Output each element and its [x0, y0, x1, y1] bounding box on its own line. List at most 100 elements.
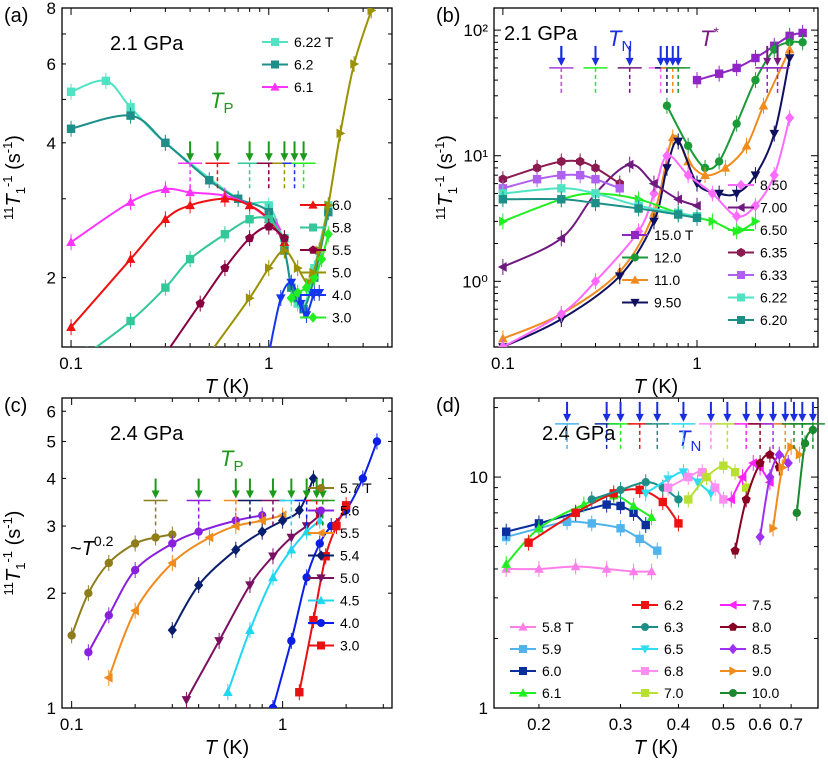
- data-point: [673, 210, 683, 219]
- legend-label: 8.50: [760, 177, 787, 193]
- x-tick-label: 0.2: [527, 715, 551, 734]
- transition-arrow-head: [756, 413, 765, 422]
- x-tick-label: 0.5: [712, 715, 736, 734]
- pressure-annotation: 2.4 GPa: [542, 423, 616, 445]
- data-point: [168, 530, 177, 539]
- data-point: [730, 467, 740, 477]
- data-point: [245, 293, 255, 303]
- legend-marker: [641, 623, 649, 631]
- data-point: [658, 497, 667, 507]
- data-point: [662, 150, 672, 162]
- data-point: [770, 45, 779, 54]
- x-tick-label: 0.1: [491, 354, 515, 373]
- transition-label: TP: [220, 446, 243, 475]
- data-point: [719, 495, 728, 504]
- data-point: [301, 311, 312, 321]
- data-point: [557, 156, 566, 167]
- data-point: [787, 442, 797, 452]
- data-point: [750, 171, 761, 181]
- legend-marker: [309, 223, 317, 232]
- data-point: [367, 8, 377, 16]
- data-point: [674, 519, 683, 528]
- data-point: [648, 178, 658, 189]
- data-point: [692, 478, 703, 488]
- legend-marker: [729, 666, 738, 676]
- legend-label: 8.5: [752, 641, 772, 657]
- legend-marker: [309, 267, 318, 278]
- legend-label: 6.1: [542, 685, 562, 701]
- y-tick-label: 10⁰: [462, 272, 488, 291]
- data-point: [646, 512, 657, 522]
- transition-arrow-head: [245, 490, 254, 499]
- data-point: [649, 188, 659, 199]
- transition-arrow-head: [231, 490, 240, 499]
- legend-marker: [736, 179, 746, 191]
- data-point: [205, 176, 214, 185]
- data-point: [562, 517, 572, 527]
- transition-arrow-head: [563, 413, 572, 422]
- data-point: [635, 485, 644, 495]
- data-point: [103, 672, 113, 683]
- data-point: [673, 137, 684, 147]
- x-axis-label: T (K): [205, 737, 249, 759]
- data-point: [737, 472, 747, 482]
- legend-label: 3.0: [332, 310, 352, 326]
- data-point: [293, 287, 303, 299]
- legend-label: 6.3: [664, 619, 684, 635]
- legend-label: 4.5: [340, 593, 360, 609]
- y-tick-label: 10²: [463, 21, 488, 40]
- x-tick-label: 0.4: [667, 715, 691, 734]
- data-point: [576, 156, 585, 167]
- data-point: [714, 189, 724, 199]
- pressure-annotation: 2.4 GPa: [110, 423, 184, 445]
- data-point: [204, 532, 214, 543]
- data-point: [323, 228, 333, 240]
- series-line: [169, 225, 286, 347]
- data-point: [220, 230, 230, 239]
- data-point: [167, 558, 177, 568]
- legend-marker: [308, 245, 318, 254]
- data-point: [245, 215, 254, 224]
- panel-label: (d): [436, 395, 460, 417]
- data-point: [497, 262, 507, 272]
- data-point: [309, 615, 318, 625]
- data-point: [673, 194, 682, 205]
- legend-marker: [271, 38, 279, 46]
- series-line: [94, 216, 286, 347]
- legend-label: 4.0: [340, 615, 360, 631]
- data-point: [185, 187, 195, 197]
- x-tick-label: 0.1: [60, 715, 84, 734]
- legend-label: 12.0: [654, 250, 681, 266]
- transition-arrow-head: [245, 153, 254, 162]
- data-point: [194, 579, 204, 591]
- data-point: [245, 233, 255, 243]
- transition-arrow-head: [668, 57, 677, 66]
- data-point: [732, 226, 742, 237]
- y-tick-label: 10¹: [463, 147, 488, 166]
- data-point: [125, 196, 136, 206]
- data-point: [649, 217, 659, 227]
- x-tick-label: 0.1: [59, 354, 83, 373]
- data-point: [301, 282, 312, 294]
- transition-arrow-head: [773, 57, 782, 66]
- legend-marker: [737, 293, 745, 302]
- data-point: [726, 494, 736, 505]
- legend-marker: [317, 619, 325, 627]
- legend-label: 5.5: [340, 525, 360, 541]
- x-axis-label: T (K): [634, 737, 678, 759]
- legend-label: 6.22 T: [294, 34, 334, 50]
- data-point: [634, 204, 643, 213]
- y-tick-label: 4: [47, 469, 56, 488]
- data-point: [635, 534, 644, 544]
- data-point: [748, 458, 758, 468]
- data-point: [641, 520, 650, 530]
- y-axis-label: 11T1-1 (s-1): [0, 135, 28, 220]
- data-point: [324, 200, 334, 211]
- legend-marker: [519, 645, 527, 653]
- data-point: [557, 170, 566, 180]
- series-line: [502, 57, 791, 347]
- data-point: [591, 163, 600, 173]
- x-axis-label: T (K): [205, 376, 249, 398]
- data-point: [231, 544, 241, 556]
